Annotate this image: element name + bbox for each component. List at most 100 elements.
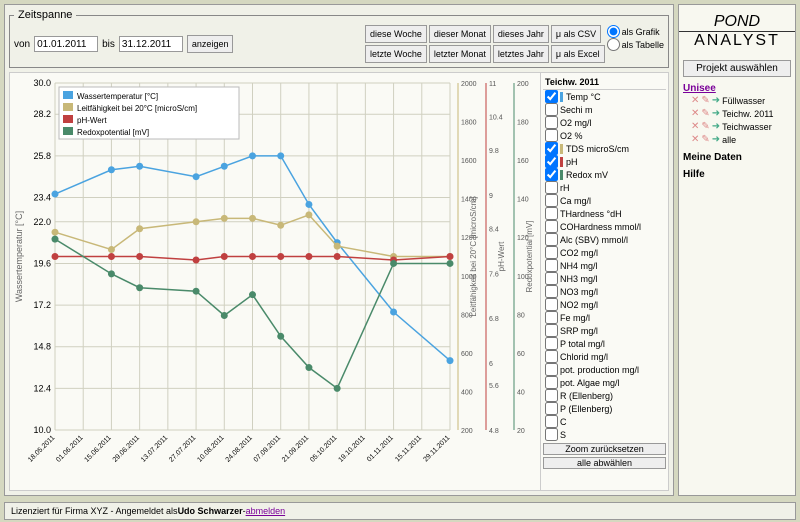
param-item[interactable]: NO3 mg/l <box>543 285 666 298</box>
chart-area: 10.012.414.817.219.622.023.425.828.230.0… <box>9 72 669 491</box>
svg-text:Redoxpotential [mV]: Redoxpotential [mV] <box>77 128 149 137</box>
param-item[interactable]: R (Ellenberg) <box>543 389 666 402</box>
dieser-monat-button[interactable]: dieser Monat <box>429 25 491 43</box>
meine-daten-link[interactable]: Meine Daten <box>683 152 791 163</box>
von-input[interactable] <box>34 36 98 52</box>
svg-text:27.07.2011: 27.07.2011 <box>168 434 197 463</box>
als-csv-button[interactable]: μ als CSV <box>551 25 601 43</box>
svg-text:21.09.2011: 21.09.2011 <box>281 434 310 463</box>
project-item[interactable]: ✕✎➜ Teichwasser <box>683 120 791 133</box>
svg-text:400: 400 <box>461 389 473 396</box>
svg-text:40: 40 <box>517 389 525 396</box>
svg-text:20: 20 <box>517 428 525 435</box>
svg-text:25.8: 25.8 <box>33 151 51 161</box>
param-item[interactable]: pot. Algae mg/l <box>543 376 666 389</box>
diese-woche-button[interactable]: diese Woche <box>365 25 427 43</box>
param-item[interactable]: P total mg/l <box>543 337 666 350</box>
svg-text:7.6: 7.6 <box>489 271 499 278</box>
svg-text:180: 180 <box>517 120 529 127</box>
als-excel-button[interactable]: μ als Excel <box>551 45 605 63</box>
project-item[interactable]: ✕✎➜ alle <box>683 133 791 146</box>
dieses-jahr-button[interactable]: dieses Jahr <box>493 25 549 43</box>
svg-text:23.4: 23.4 <box>33 193 51 203</box>
param-item[interactable]: NH4 mg/l <box>543 259 666 272</box>
svg-text:22.0: 22.0 <box>33 217 51 227</box>
svg-text:28.2: 28.2 <box>33 109 51 119</box>
param-item[interactable]: C <box>543 415 666 428</box>
main-panel: Zeitspanne von bis anzeigen diese Woche … <box>4 4 674 496</box>
param-item[interactable]: TDS microS/cm <box>543 142 666 155</box>
alle-abwaehlen-button[interactable]: alle abwählen <box>543 457 666 469</box>
param-item[interactable]: Fe mg/l <box>543 311 666 324</box>
svg-text:Leitfähigkeit bei 20°C [microS: Leitfähigkeit bei 20°C [microS/cm] <box>77 104 197 113</box>
svg-text:29.11.2011: 29.11.2011 <box>422 434 451 463</box>
svg-text:13.07.2011: 13.07.2011 <box>140 434 169 463</box>
param-item[interactable]: Chlorid mg/l <box>543 350 666 363</box>
letztes-jahr-button[interactable]: letztes Jahr <box>493 45 549 63</box>
von-label: von <box>14 39 30 50</box>
svg-text:Leitfähigkeit bei 20°C [microS: Leitfähigkeit bei 20°C [microS/cm] <box>469 196 478 316</box>
svg-text:10.0: 10.0 <box>33 425 51 435</box>
svg-text:200: 200 <box>517 81 529 88</box>
footer-user: Udo Schwarzer <box>178 506 243 516</box>
svg-text:11: 11 <box>489 81 496 88</box>
hilfe-link[interactable]: Hilfe <box>683 169 791 180</box>
als-grafik-radio[interactable]: als Grafik <box>607 25 664 38</box>
svg-text:30.0: 30.0 <box>33 78 51 88</box>
svg-text:2000: 2000 <box>461 81 477 88</box>
param-item[interactable]: O2 % <box>543 129 666 142</box>
svg-text:1800: 1800 <box>461 120 477 127</box>
svg-text:10.4: 10.4 <box>489 115 503 122</box>
param-item[interactable]: NO2 mg/l <box>543 298 666 311</box>
svg-text:01.06.2011: 01.06.2011 <box>55 434 84 463</box>
zoom-reset-button[interactable]: Zoom zurücksetzen <box>543 443 666 455</box>
param-item[interactable]: THardness °dH <box>543 207 666 220</box>
param-item[interactable]: Sechi m <box>543 103 666 116</box>
svg-text:60: 60 <box>517 351 525 358</box>
param-item[interactable]: Redox mV <box>543 168 666 181</box>
svg-text:6.8: 6.8 <box>489 316 499 323</box>
bis-input[interactable] <box>119 36 183 52</box>
svg-text:24.08.2011: 24.08.2011 <box>225 434 254 463</box>
brand-logo: POND ANALYST <box>679 5 795 58</box>
svg-text:pH-Wert: pH-Wert <box>77 116 107 125</box>
param-item[interactable]: rH <box>543 181 666 194</box>
project-item[interactable]: ✕✎➜ Füllwasser <box>683 94 791 107</box>
parameter-list: Teichw. 2011 Temp °C Sechi m O2 mg/l O2 … <box>540 73 668 490</box>
projekt-auswaehlen-button[interactable]: Projekt auswählen <box>683 60 791 77</box>
footer: Lizenziert für Firma XYZ - Angemeldet al… <box>4 502 796 520</box>
param-item[interactable]: pH <box>543 155 666 168</box>
svg-text:18.05.2011: 18.05.2011 <box>27 434 56 463</box>
svg-text:01.11.2011: 01.11.2011 <box>366 434 395 463</box>
param-item[interactable]: P (Ellenberg) <box>543 402 666 415</box>
param-item[interactable]: Temp °C <box>543 90 666 103</box>
bis-label: bis <box>102 39 115 50</box>
param-item[interactable]: pot. production mg/l <box>543 363 666 376</box>
svg-text:29.06.2011: 29.06.2011 <box>112 434 141 463</box>
svg-text:Wassertemperatur [°C]: Wassertemperatur [°C] <box>77 92 158 101</box>
param-item[interactable]: Alc (SBV) mmol/l <box>543 233 666 246</box>
svg-text:9: 9 <box>489 193 493 200</box>
svg-text:9.8: 9.8 <box>489 148 499 155</box>
svg-text:17.2: 17.2 <box>33 300 51 310</box>
logout-link[interactable]: abmelden <box>246 506 286 516</box>
svg-text:4.8: 4.8 <box>489 428 499 435</box>
project-item[interactable]: ✕✎➜ Teichw. 2011 <box>683 107 791 120</box>
param-item[interactable]: SRP mg/l <box>543 324 666 337</box>
param-item[interactable]: COHardness mmol/l <box>543 220 666 233</box>
als-tabelle-radio[interactable]: als Tabelle <box>607 38 664 51</box>
param-item[interactable]: NH3 mg/l <box>543 272 666 285</box>
param-item[interactable]: O2 mg/l <box>543 116 666 129</box>
svg-text:8.4: 8.4 <box>489 227 499 234</box>
letzter-monat-button[interactable]: letzter Monat <box>429 45 491 63</box>
timespan-legend: Zeitspanne <box>14 9 76 21</box>
param-item[interactable]: CO2 mg/l <box>543 246 666 259</box>
svg-text:19.10.2011: 19.10.2011 <box>337 434 366 463</box>
letzte-woche-button[interactable]: letzte Woche <box>365 45 427 63</box>
project-link[interactable]: Unisee <box>683 83 716 94</box>
chart-svg[interactable]: 10.012.414.817.219.622.023.425.828.230.0… <box>10 73 540 490</box>
param-item[interactable]: S <box>543 428 666 441</box>
anzeigen-button[interactable]: anzeigen <box>187 35 234 53</box>
param-item[interactable]: Ca mg/l <box>543 194 666 207</box>
svg-text:1600: 1600 <box>461 158 477 165</box>
